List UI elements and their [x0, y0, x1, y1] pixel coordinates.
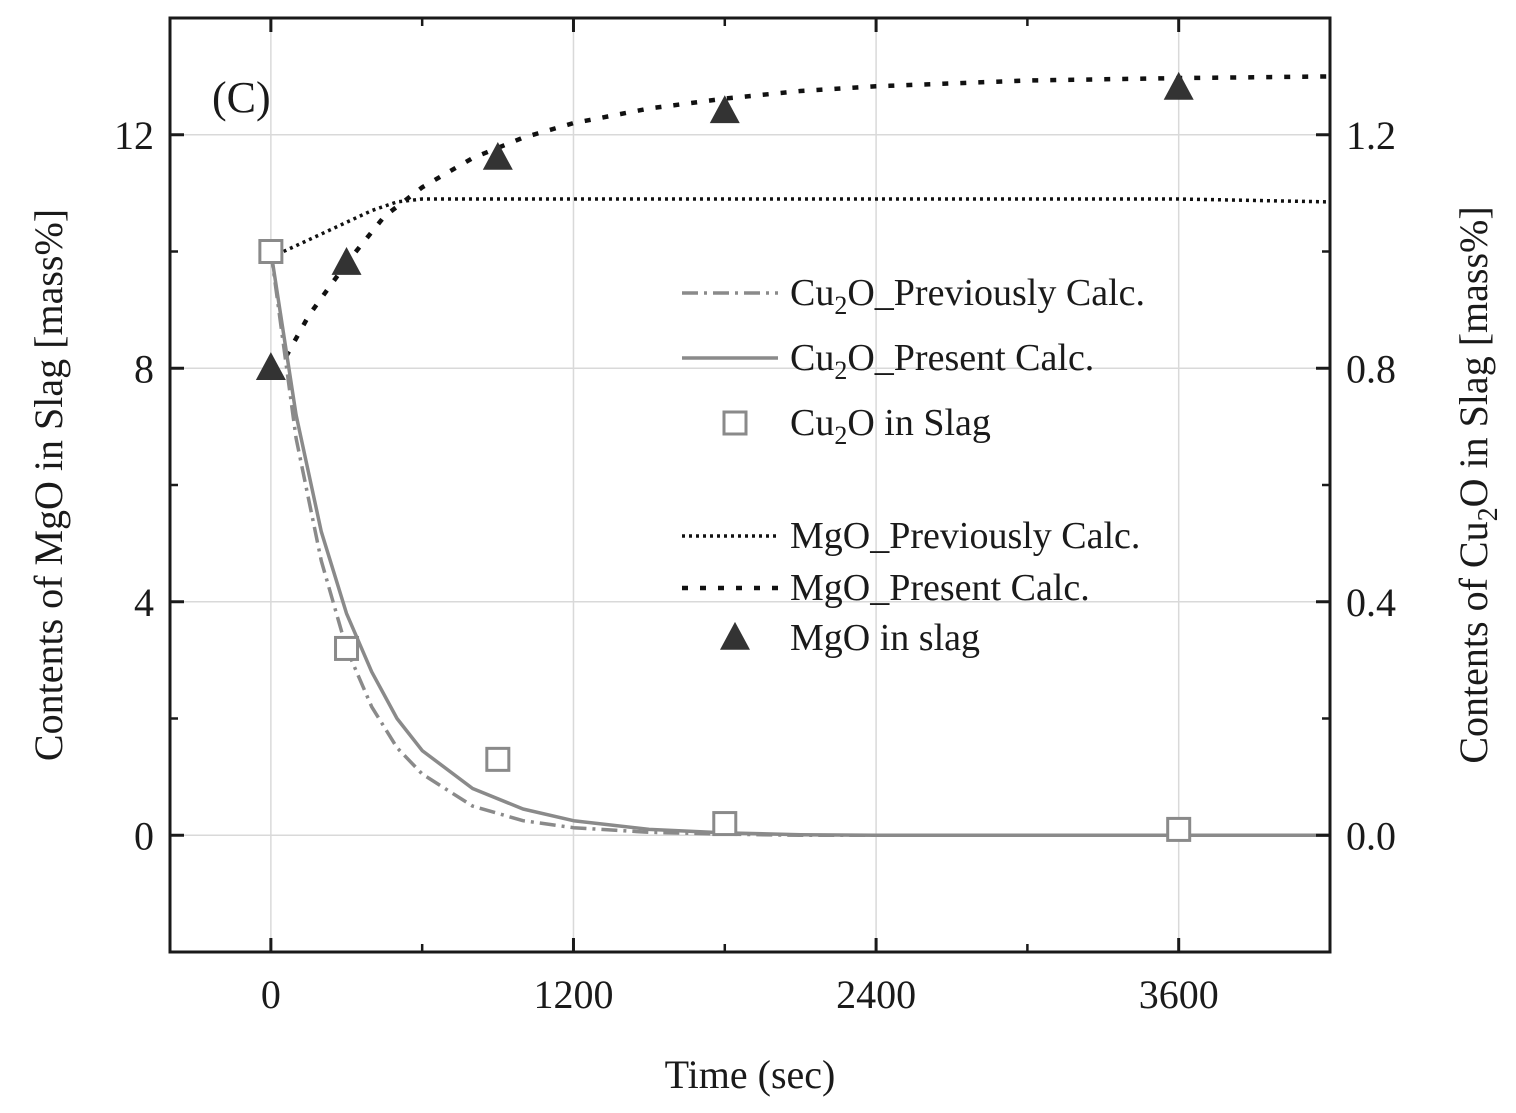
y-right-tick-label: 0.8	[1346, 346, 1396, 391]
legend-entry-mgo-slag: MgO in slag	[720, 617, 980, 659]
series-mgo-slag	[255, 71, 1194, 380]
legend-entry-cu2o-prev: Cu2O_Previously Calc.	[682, 272, 1145, 320]
legend-entry-cu2o-present: Cu2O_Present Calc.	[682, 337, 1094, 385]
legend-entry-mgo-prev: MgO_Previously Calc.	[682, 515, 1140, 557]
y-axis-right-title: Contents of Cu2O in Slag [mass%]	[1451, 206, 1504, 763]
legend-entry-mgo-present: MgO_Present Calc.	[682, 567, 1090, 609]
y-right-tick-label: 0.4	[1346, 580, 1396, 625]
x-tick-label: 2400	[836, 972, 916, 1017]
plot-frame	[168, 16, 1332, 954]
data-point-mgo-slag	[482, 141, 513, 170]
series-line-mgo-present	[284, 74, 1331, 358]
legend-swatch-cu2o-slag	[722, 410, 748, 436]
data-point-cu2o-slag	[334, 635, 360, 661]
panel-label: (C)	[212, 73, 271, 122]
plot-series	[255, 71, 1331, 842]
y-left-tick-label: 0	[134, 813, 154, 858]
legend-label-mgo-slag: MgO in slag	[790, 617, 980, 659]
data-point-cu2o-slag	[712, 811, 738, 837]
legend-label-cu2o-present: Cu2O_Present Calc.	[790, 337, 1094, 385]
data-point-mgo-slag	[1163, 71, 1194, 100]
legend-entry-cu2o-slag: Cu2O in Slag	[722, 402, 991, 450]
x-tick-label: 3600	[1139, 972, 1219, 1017]
y-left-tick-label: 12	[114, 113, 154, 158]
y-right-tick-label: 1.2	[1346, 113, 1396, 158]
legend-label-cu2o-prev: Cu2O_Previously Calc.	[790, 272, 1145, 320]
data-point-cu2o-slag	[485, 746, 511, 772]
data-point-mgo-slag	[331, 247, 362, 275]
y-left-tick-label: 8	[134, 346, 154, 391]
series-mgo-prev	[270, 197, 1331, 259]
y-left-tick-label: 4	[134, 580, 154, 625]
x-tick-label: 1200	[533, 972, 613, 1017]
x-tick-label: 0	[261, 972, 281, 1017]
grid-lines	[170, 18, 1330, 952]
series-line-mgo-prev	[270, 197, 1331, 259]
data-point-mgo-slag	[255, 352, 286, 380]
data-point-cu2o-slag	[1166, 816, 1192, 842]
legend-label-mgo-present: MgO_Present Calc.	[790, 567, 1090, 609]
series-cu2o-present	[269, 251, 1330, 838]
series-line-cu2o-present	[269, 251, 1330, 838]
legend: Cu2O_Previously Calc. Cu2O_Present Calc. C…	[682, 272, 1145, 659]
series-cu2o-slag	[258, 239, 1192, 842]
data-point-cu2o-slag	[258, 239, 284, 264]
legend-label-cu2o-slag: Cu2O in Slag	[790, 402, 991, 450]
axis-ticks: 0 1200 2400 3600 0 4 8 12 0.0 0.4 0.8 1.2	[114, 18, 1396, 1017]
y-right-tick-label: 0.0	[1346, 813, 1396, 858]
series-mgo-present	[284, 74, 1331, 358]
x-axis-title: Time (sec)	[665, 1052, 836, 1097]
legend-swatch-mgo-slag	[720, 621, 750, 650]
legend-label-mgo-prev: MgO_Previously Calc.	[790, 515, 1140, 557]
y-axis-left-title: Contents of MgO in Slag [mass%]	[26, 209, 71, 761]
data-point-mgo-slag	[709, 95, 740, 124]
